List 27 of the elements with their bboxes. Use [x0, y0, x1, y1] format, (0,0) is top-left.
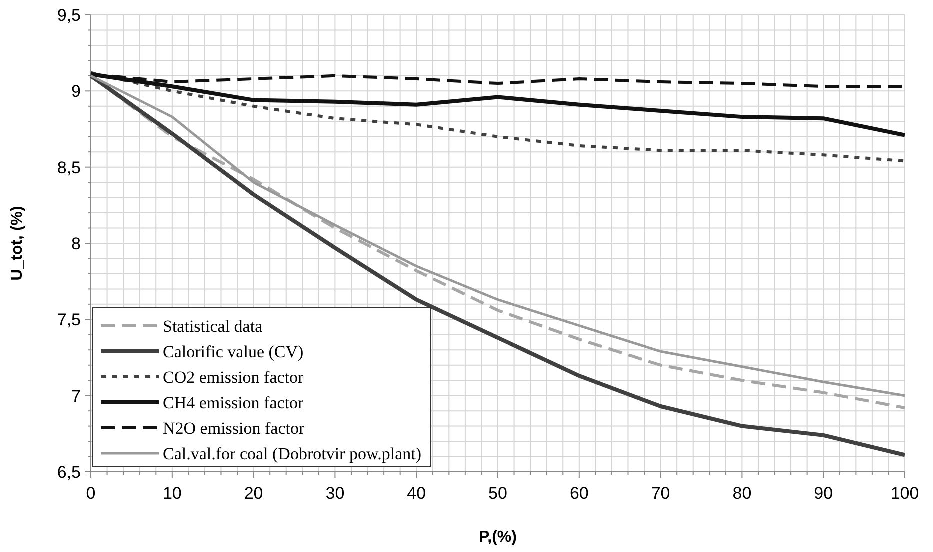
y-tick-label: 6,5	[57, 463, 81, 482]
x-tick-label: 30	[326, 484, 345, 503]
x-tick-label: 0	[86, 484, 96, 503]
x-tick-label: 50	[488, 484, 508, 503]
legend-label: CH4 emission factor	[163, 394, 304, 412]
x-tick-label: 40	[407, 484, 426, 503]
legend-label: Cal.val.for coal (Dobrotvir pow.plant)	[163, 444, 422, 464]
line-series	[90, 71, 906, 163]
legend-label: CO2 emission factor	[163, 368, 304, 387]
legend-label: N2O emission factor	[163, 419, 305, 438]
y-tick-label: 8	[72, 234, 81, 254]
x-tick-label: 100	[890, 484, 920, 503]
legend-label: Calorific value (CV)	[163, 342, 304, 362]
y-tick-label: 9,5	[57, 6, 81, 25]
x-tick-label: 80	[732, 484, 752, 503]
legend-label: Statistical data	[163, 317, 264, 336]
x-tick-label: 60	[570, 484, 589, 503]
y-axis-title: U_tot, (%)	[9, 206, 26, 281]
y-tick-label: 8,5	[57, 158, 81, 178]
x-tick-label: 90	[814, 484, 834, 503]
y-tick-label: 7,5	[57, 310, 81, 330]
x-tick-label: 70	[651, 484, 670, 503]
y-tick-label: 9	[72, 82, 81, 102]
x-axis-title: P,(%)	[479, 529, 517, 546]
x-tick-label: 10	[162, 484, 182, 503]
y-tick-label: 7	[72, 386, 81, 406]
x-tick-label: 20	[244, 484, 264, 503]
